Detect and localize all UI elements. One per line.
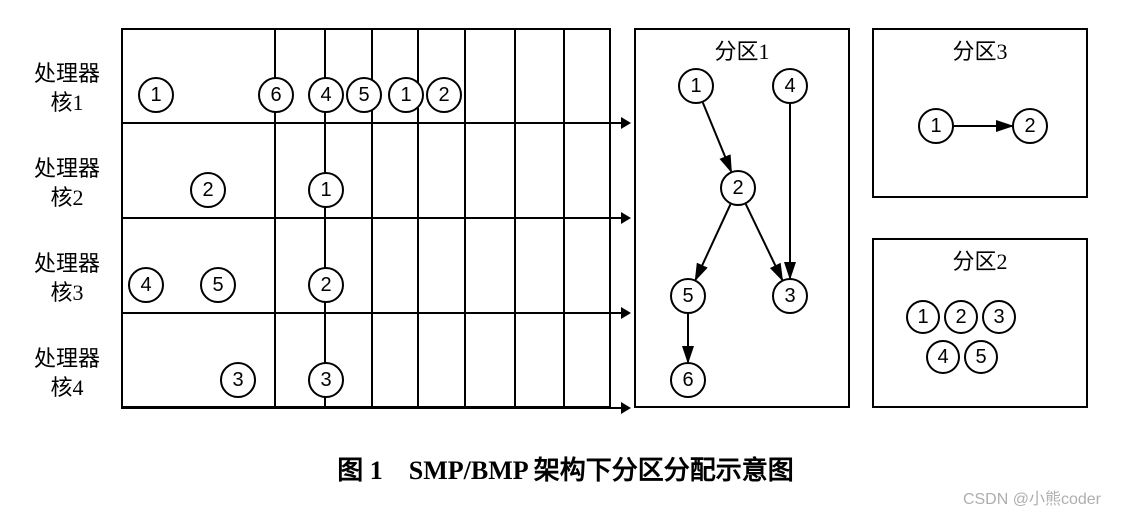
part2-title: 分区2 — [872, 244, 1088, 276]
part3-node-2: 2 — [1012, 108, 1048, 144]
part2-node-2: 2 — [944, 300, 978, 334]
part2-node-5: 5 — [964, 340, 998, 374]
part2-node-1: 1 — [906, 300, 940, 334]
watermark: CSDN @小熊coder — [963, 485, 1101, 509]
part2-node-3: 3 — [982, 300, 1016, 334]
part3-title: 分区3 — [872, 34, 1088, 66]
figure-caption: 图 1 SMP/BMP 架构下分区分配示意图 — [0, 450, 1131, 487]
part3-node-1: 1 — [918, 108, 954, 144]
part2-node-4: 4 — [926, 340, 960, 374]
